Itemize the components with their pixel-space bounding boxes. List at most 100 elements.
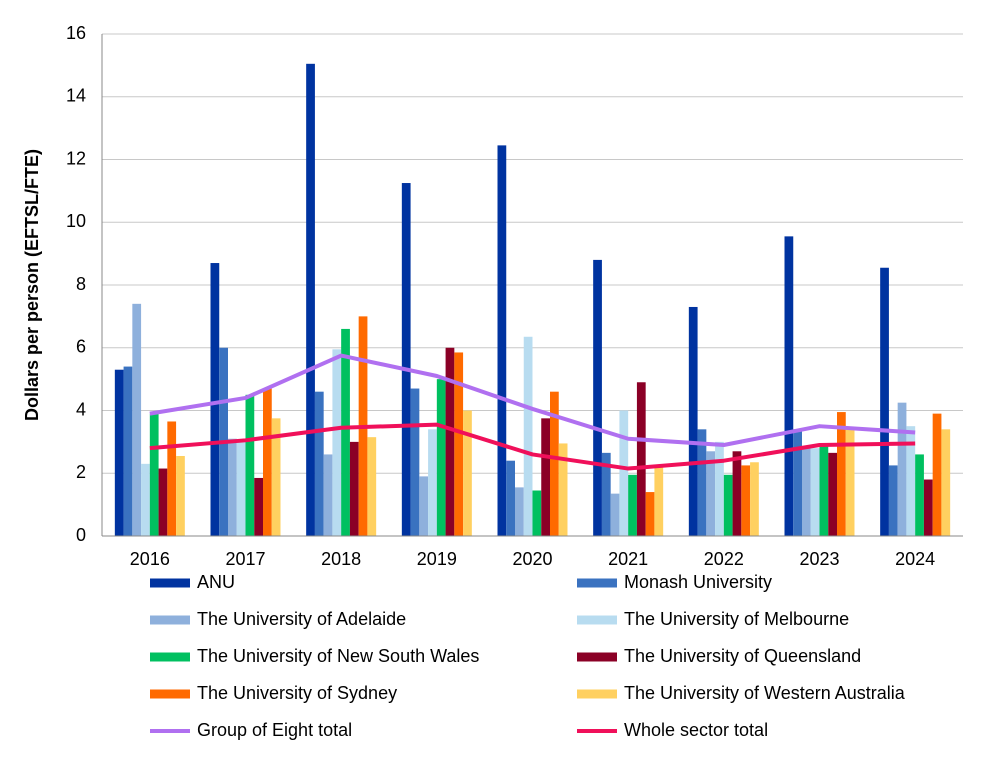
- bar: [550, 391, 559, 536]
- legend-label: The University of Adelaide: [197, 609, 406, 629]
- legend-label: The University of Melbourne: [624, 609, 849, 629]
- y-tick-label: 10: [66, 211, 86, 231]
- bar: [314, 391, 324, 536]
- bar: [619, 410, 629, 536]
- bar: [454, 352, 464, 536]
- x-tick-label: 2019: [417, 549, 457, 569]
- bar: [897, 402, 907, 536]
- bar: [401, 183, 411, 536]
- x-tick-label: 2020: [512, 549, 552, 569]
- legend-swatch: [150, 652, 190, 662]
- bar: [793, 429, 802, 536]
- y-tick-label: 12: [66, 148, 86, 168]
- bar: [228, 438, 237, 536]
- bar: [158, 468, 168, 536]
- bar: [697, 429, 707, 536]
- bar: [445, 347, 455, 536]
- bar: [628, 474, 637, 536]
- bar: [636, 382, 646, 536]
- bar: [941, 429, 951, 536]
- bar: [114, 369, 124, 536]
- bar: [654, 466, 664, 536]
- bar: [410, 388, 420, 536]
- y-tick-label: 8: [76, 274, 86, 294]
- legend-swatch: [150, 615, 190, 625]
- bar: [236, 441, 246, 536]
- bar: [558, 443, 568, 536]
- bar: [349, 441, 359, 536]
- y-tick-label: 16: [66, 23, 86, 43]
- bar: [332, 349, 342, 536]
- bar: [888, 465, 898, 536]
- x-tick-label: 2018: [321, 549, 361, 569]
- y-tick-label: 14: [66, 86, 86, 106]
- legend-label: Group of Eight total: [197, 720, 352, 740]
- bar: [463, 410, 472, 536]
- legend-swatch: [577, 652, 617, 662]
- bar: [810, 448, 820, 536]
- bar: [141, 463, 150, 536]
- bar: [802, 448, 811, 536]
- x-tick-label: 2017: [225, 549, 265, 569]
- bar: [506, 460, 515, 536]
- y-tick-label: 6: [76, 337, 86, 357]
- bar: [306, 63, 315, 537]
- legend-swatch: [150, 689, 190, 699]
- bar: [523, 336, 533, 536]
- legend-label: The University of Queensland: [624, 646, 861, 666]
- bar: [263, 388, 272, 536]
- legend-swatch: [150, 578, 190, 588]
- y-tick-label: 4: [76, 399, 86, 419]
- bar: [837, 412, 846, 536]
- bar: [210, 263, 220, 536]
- bar: [419, 476, 429, 536]
- bar: [723, 474, 733, 536]
- x-tick-label: 2021: [608, 549, 648, 569]
- bar: [167, 421, 177, 536]
- bar: [784, 236, 794, 536]
- bar: [436, 379, 446, 536]
- bar: [323, 454, 333, 536]
- bar: [532, 490, 542, 536]
- bar: [245, 394, 255, 536]
- bar: [750, 462, 759, 536]
- y-tick-label: 2: [76, 462, 86, 482]
- legend-label: Whole sector total: [624, 720, 768, 740]
- legend-label: Monash University: [624, 572, 772, 592]
- bar: [132, 303, 142, 536]
- bar: [271, 418, 281, 536]
- legend-swatch: [577, 578, 617, 588]
- bar: [123, 366, 133, 536]
- bar: [428, 429, 437, 536]
- bar: [367, 437, 377, 536]
- x-tick-label: 2024: [895, 549, 935, 569]
- legend-swatch: [577, 689, 617, 699]
- bar: [688, 306, 698, 536]
- bar: [497, 145, 507, 536]
- y-tick-label: 0: [76, 525, 86, 545]
- bar: [906, 426, 916, 536]
- bar: [593, 259, 602, 536]
- bar: [923, 479, 933, 536]
- x-tick-label: 2022: [704, 549, 744, 569]
- y-axis-title: Dollars per person (EFTSL/FTE): [22, 149, 42, 421]
- bar: [601, 452, 611, 536]
- legend-label: The University of Sydney: [197, 683, 397, 703]
- bar: [915, 454, 924, 536]
- line-series: [149, 353, 916, 448]
- bar: [880, 267, 889, 536]
- bar: [541, 418, 550, 536]
- bar: [645, 492, 655, 536]
- bar: [819, 445, 829, 536]
- bar: [845, 429, 855, 536]
- line-series: [149, 422, 916, 471]
- bar: [515, 487, 524, 536]
- bar: [932, 413, 942, 536]
- bar: [828, 452, 837, 536]
- legend-swatch: [577, 615, 617, 625]
- bar: [741, 465, 751, 536]
- bar: [176, 455, 185, 536]
- x-tick-label: 2016: [130, 549, 170, 569]
- legend-label: The University of New South Wales: [197, 646, 479, 666]
